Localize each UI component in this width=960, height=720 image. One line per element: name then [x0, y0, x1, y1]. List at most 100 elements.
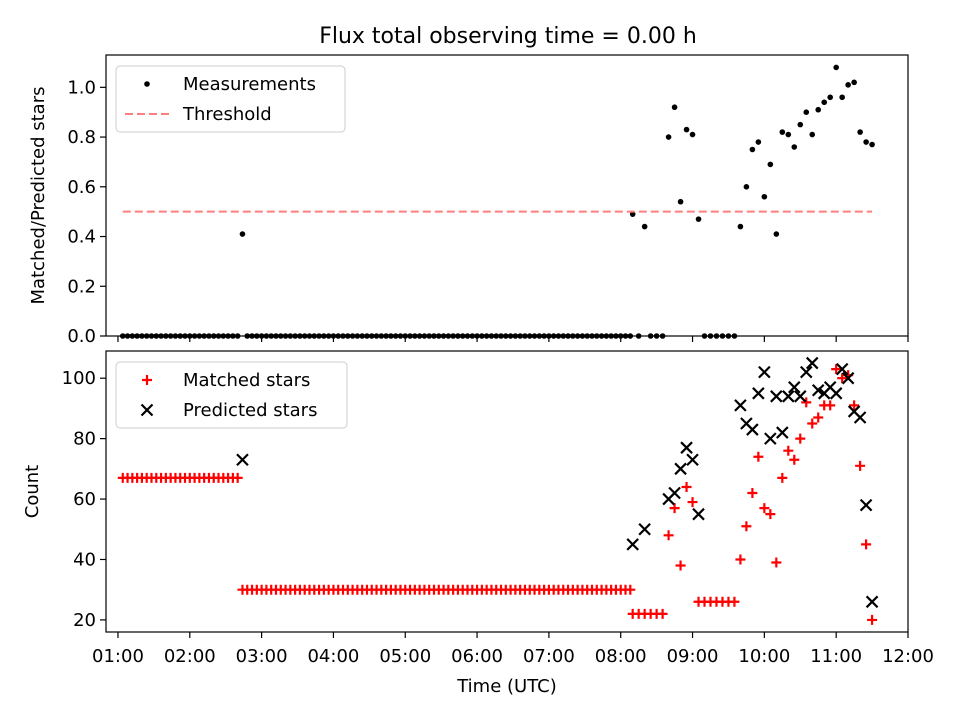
data-point	[598, 333, 605, 339]
data-point	[803, 109, 810, 115]
data-point	[707, 333, 714, 339]
data-point	[635, 333, 642, 339]
data-point	[674, 462, 687, 476]
data-point	[388, 333, 394, 339]
x-tick-label: 08:00	[595, 646, 647, 667]
data-point	[681, 481, 692, 492]
data-point	[186, 333, 193, 339]
data-point	[687, 497, 698, 508]
legend-label: Measurements	[183, 74, 316, 95]
x-tick-label: 02:00	[164, 646, 216, 667]
data-point	[753, 451, 764, 462]
data-point	[764, 432, 777, 445]
x-tick-label: 01:00	[92, 646, 144, 667]
data-point	[765, 509, 776, 520]
data-point	[316, 333, 322, 339]
data-point	[148, 333, 155, 339]
data-point	[855, 460, 866, 471]
data-point	[277, 333, 284, 339]
data-point	[741, 521, 752, 532]
y-tick-label: 1.0	[67, 77, 96, 98]
data-point	[853, 411, 867, 424]
data-point	[373, 333, 380, 339]
data-point	[459, 333, 466, 339]
data-point	[359, 333, 365, 339]
data-point	[746, 423, 759, 436]
data-point	[805, 356, 819, 370]
data-point	[407, 333, 413, 339]
data-point	[776, 426, 789, 439]
y-tick-label: 0.8	[67, 127, 96, 148]
data-point	[743, 183, 750, 190]
data-point	[770, 390, 783, 403]
data-point	[813, 412, 824, 423]
data-point	[512, 333, 519, 339]
data-point	[777, 472, 788, 483]
data-point	[659, 333, 666, 339]
series-predicted-stars	[236, 356, 879, 609]
data-point	[134, 333, 140, 339]
data-point	[752, 387, 765, 400]
data-point	[236, 453, 249, 467]
legend: Matched stars Predicted stars	[115, 361, 348, 429]
y-tick-label: 20	[73, 610, 96, 631]
data-point	[445, 333, 452, 339]
x-tick-label: 04:00	[307, 646, 359, 667]
data-point	[335, 333, 342, 339]
data-point	[119, 333, 126, 339]
data-point	[507, 333, 514, 339]
y-tick-label: 80	[73, 429, 96, 450]
y-tick-label: 0.0	[67, 326, 96, 347]
data-point	[771, 557, 782, 568]
series-measurements	[119, 64, 875, 339]
data-point	[758, 365, 771, 379]
data-point	[297, 333, 303, 339]
data-point	[517, 333, 523, 339]
data-point	[321, 333, 327, 339]
data-point	[825, 400, 836, 411]
data-point	[755, 139, 762, 145]
data-point	[153, 333, 160, 339]
data-point	[625, 584, 636, 595]
data-point	[821, 99, 828, 106]
series-matched-stars	[117, 364, 878, 625]
data-point	[258, 333, 265, 339]
data-point	[254, 333, 260, 339]
data-point	[827, 94, 833, 101]
data-point	[464, 333, 471, 339]
legend-swatch	[144, 81, 150, 87]
data-point	[759, 503, 770, 514]
data-point	[493, 333, 500, 339]
data-point	[522, 333, 528, 339]
data-point	[657, 608, 668, 619]
data-point	[647, 333, 654, 339]
data-point	[263, 333, 270, 339]
data-point	[719, 333, 726, 339]
data-point	[215, 333, 222, 339]
data-point	[677, 198, 684, 205]
data-point	[627, 333, 634, 339]
data-point	[767, 161, 774, 168]
data-point	[809, 131, 816, 138]
data-point	[713, 333, 720, 339]
data-point	[782, 390, 795, 403]
data-point	[412, 333, 418, 339]
data-point	[761, 193, 768, 200]
data-point	[306, 333, 313, 339]
data-point	[773, 231, 780, 237]
data-point	[797, 121, 804, 128]
y-tick-label: 0.2	[67, 276, 96, 297]
data-point	[593, 333, 600, 339]
data-point	[536, 333, 543, 339]
data-point	[191, 333, 198, 339]
data-point	[402, 333, 409, 339]
data-point	[196, 333, 203, 339]
data-point	[815, 106, 822, 113]
data-point	[638, 522, 651, 536]
data-point	[455, 333, 461, 339]
y-tick-label: 60	[73, 489, 96, 510]
y-tick-label: 0.6	[67, 177, 96, 198]
data-point	[683, 126, 690, 133]
data-point	[668, 486, 681, 500]
data-point	[469, 333, 476, 339]
